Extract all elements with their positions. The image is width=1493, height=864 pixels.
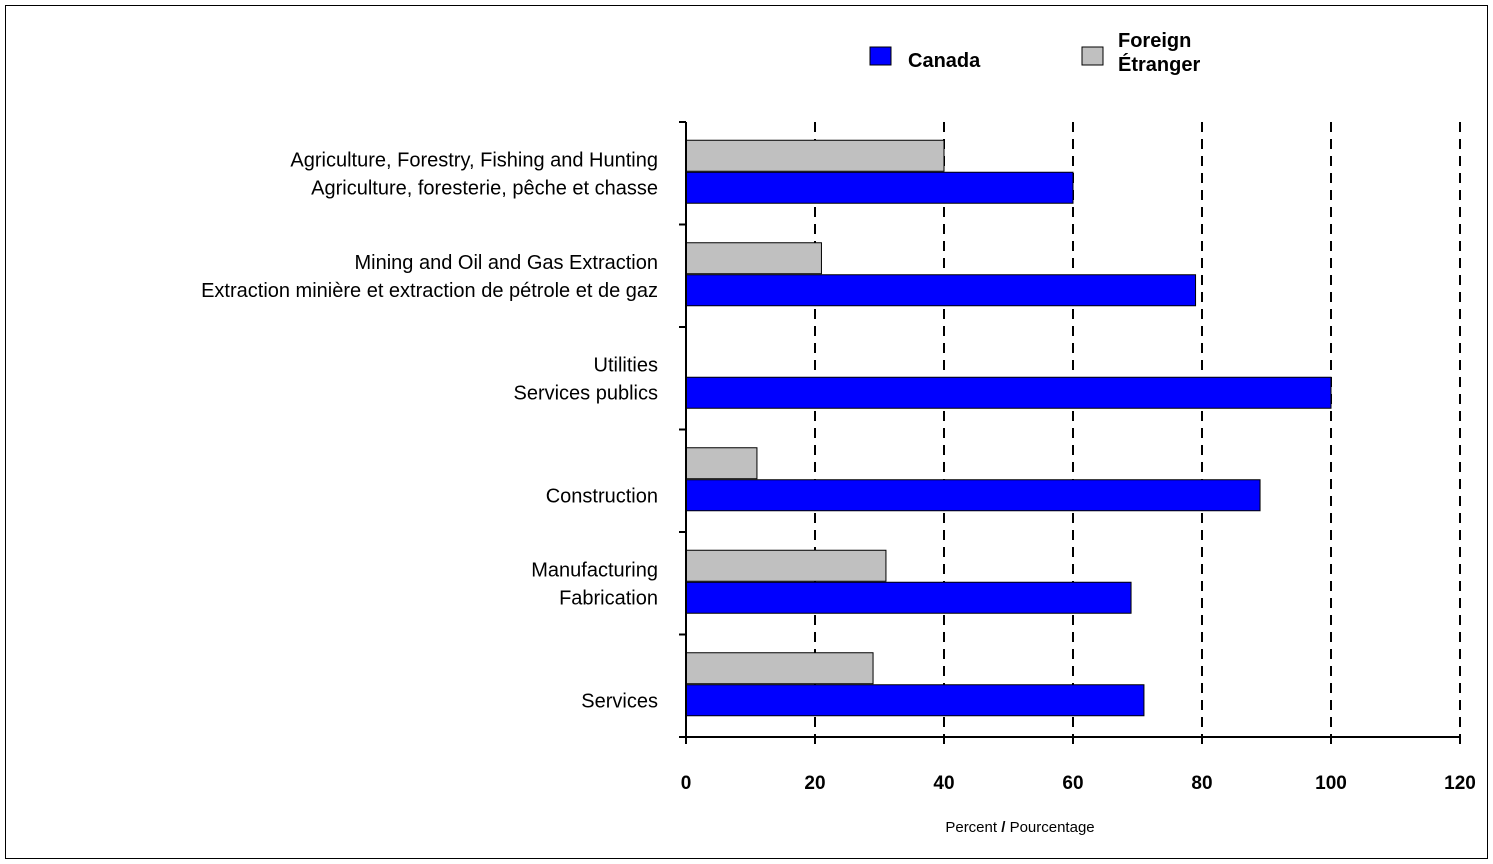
x-tick-label-20: 20 bbox=[804, 773, 825, 794]
category-label-2: Utilities Services publics bbox=[513, 354, 658, 404]
bar-foreign-1 bbox=[685, 242, 822, 275]
bars bbox=[685, 139, 1332, 717]
bar-canada-3 bbox=[685, 479, 1261, 512]
category-label-4: Manufacturing Fabrication bbox=[531, 559, 658, 609]
category-labels: Agriculture, Forestry, Fishing and Hunti… bbox=[201, 149, 658, 712]
category-label-line: Services publics bbox=[513, 382, 658, 404]
category-label-line: Agriculture, foresterie, pêche et chasse bbox=[311, 177, 658, 199]
bar-canada-2 bbox=[685, 376, 1332, 409]
bar-canada-5 bbox=[685, 684, 1145, 717]
legend-swatch-canada bbox=[869, 46, 892, 66]
legend-label-line: Foreign bbox=[1118, 30, 1191, 52]
category-label-line: Manufacturing bbox=[531, 559, 658, 581]
category-label-line: Services bbox=[581, 690, 658, 712]
bar-foreign-5 bbox=[685, 652, 874, 685]
legend-label-foreign: Foreign Étranger bbox=[1118, 30, 1200, 76]
category-label-line: Construction bbox=[546, 485, 658, 507]
legend-label-canada: Canada bbox=[908, 50, 981, 72]
x-tick-label-40: 40 bbox=[933, 773, 954, 794]
gridlines bbox=[814, 122, 1461, 737]
category-label-3: Construction bbox=[546, 485, 658, 507]
bar-foreign-0 bbox=[685, 139, 945, 172]
bar-canada-1 bbox=[685, 274, 1197, 307]
legend-swatch-foreign bbox=[1081, 46, 1104, 66]
bar-foreign-4 bbox=[685, 549, 887, 582]
x-axis-title: Percent / Pourcentage bbox=[945, 819, 1094, 836]
bar-canada-0 bbox=[685, 171, 1074, 204]
x-tick-label-120: 120 bbox=[1444, 773, 1476, 794]
x-tick-label-0: 0 bbox=[681, 773, 692, 794]
x-tick-labels: 0 20 40 60 80 100 120 bbox=[681, 773, 1476, 794]
bar-canada-4 bbox=[685, 581, 1132, 614]
axes bbox=[679, 121, 1461, 744]
bar-foreign-3 bbox=[685, 447, 758, 480]
category-label-0: Agriculture, Forestry, Fishing and Hunti… bbox=[290, 149, 658, 199]
category-label-line: Extraction minière et extraction de pétr… bbox=[201, 280, 658, 302]
category-label-1: Mining and Oil and Gas Extraction Extract… bbox=[201, 252, 658, 302]
legend: Canada Foreign Étranger bbox=[869, 30, 1200, 76]
x-tick-label-100: 100 bbox=[1315, 773, 1347, 794]
category-label-line: Fabrication bbox=[559, 587, 658, 609]
x-tick-label-80: 80 bbox=[1191, 773, 1212, 794]
category-label-line: Utilities bbox=[594, 354, 658, 376]
category-label-line: Mining and Oil and Gas Extraction bbox=[355, 252, 659, 274]
legend-label-line: Étranger bbox=[1118, 53, 1200, 76]
category-label-5: Services bbox=[581, 690, 658, 712]
category-label-line: Agriculture, Forestry, Fishing and Hunti… bbox=[290, 149, 658, 171]
x-tick-label-60: 60 bbox=[1062, 773, 1083, 794]
